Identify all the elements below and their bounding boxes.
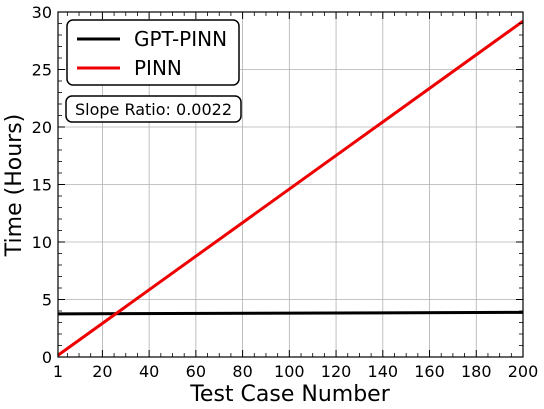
annotation-box xyxy=(65,95,242,123)
y-tick-label: 5 xyxy=(42,291,52,310)
legend-label-gpt-pinn: GPT-PINN xyxy=(134,27,227,51)
y-tick-label: 15 xyxy=(32,176,52,195)
y-tick-label: 20 xyxy=(32,118,52,137)
annotation-text: Slope Ratio: 0.0022 xyxy=(75,100,232,119)
x-tick-label: 100 xyxy=(274,362,305,381)
x-tick-label: 20 xyxy=(92,362,112,381)
series-layer xyxy=(57,19,524,357)
x-tick-label: 40 xyxy=(139,362,159,381)
x-tick-labels: 1 20 40 60 80 100 120 140 160 180 200 xyxy=(53,362,538,381)
series-line-gpt-pinn xyxy=(57,310,524,316)
x-tick-label: 60 xyxy=(186,362,206,381)
x-tick-label: 180 xyxy=(461,362,492,381)
legend-label-pinn: PINN xyxy=(134,56,182,80)
y-tick-label: 30 xyxy=(32,3,52,22)
slope-ratio-annotation: Slope Ratio: 0.0022 xyxy=(65,95,242,123)
x-tick-label: 160 xyxy=(414,362,445,381)
y-tick-label: 25 xyxy=(32,61,52,80)
x-tick-label: 80 xyxy=(232,362,252,381)
x-axis-title: Test Case Number xyxy=(189,382,390,407)
series-line-pinn xyxy=(57,19,524,357)
ticks xyxy=(57,11,524,358)
y-tick-labels: 0 5 10 15 20 25 30 xyxy=(32,3,52,367)
y-tick-label: 10 xyxy=(32,233,52,252)
legend: GPT-PINN PINN xyxy=(66,19,240,86)
y-axis-title: Time (Hours) xyxy=(2,114,27,257)
x-tick-label: 1 xyxy=(53,362,63,381)
y-tick-label: 0 xyxy=(42,348,52,367)
x-tick-label: 200 xyxy=(508,362,539,381)
x-tick-label: 120 xyxy=(321,362,352,381)
x-tick-label: 140 xyxy=(368,362,399,381)
